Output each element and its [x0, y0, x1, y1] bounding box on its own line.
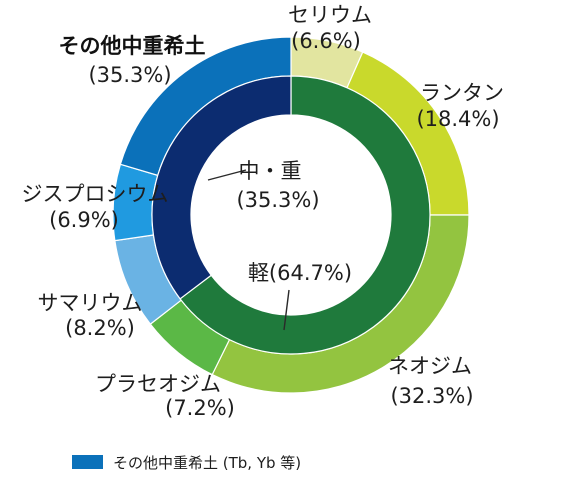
outer-ring-slice-3-value-label: (32.3%): [390, 384, 473, 408]
legend-swatch: [72, 455, 103, 469]
inner-ring-slice-2-name-label: 中・重: [239, 159, 302, 183]
leader-line-medium-heavy: [207, 169, 247, 181]
outer-ring-slice-7-value-label: (35.3%): [88, 63, 171, 87]
outer-ring-slice-7-name-label: その他中重希土: [59, 34, 206, 58]
inner-ring-slice-1-label: 軽(64.7%): [248, 261, 352, 285]
outer-ring-slice-4-name-label: プラセオジム: [95, 372, 221, 396]
legend-label: その他中重希土 (Tb, Yb 等): [113, 453, 302, 472]
outer-ring-slice-2-name-label: ランタン: [420, 81, 504, 105]
outer-ring-slice-5-name-label: サマリウム: [38, 291, 143, 315]
donut-rings: [112, 36, 470, 394]
inner-ring-slice-2-value-label: (35.3%): [236, 188, 319, 212]
outer-ring-slice-1-value-label: (6.6%): [291, 29, 361, 53]
outer-ring-slice-5-value-label: (8.2%): [65, 316, 135, 340]
inner-ring-slice-1: [179, 75, 431, 355]
leader-line-light: [283, 289, 290, 331]
outer-ring-slice-6-name-label: ジスプロシウム: [22, 182, 169, 206]
outer-ring-slice-6-value-label: (6.9%): [49, 208, 119, 232]
outer-ring-slice-3-name-label: ネオジム: [388, 354, 472, 378]
inner-ring-slice-2: [151, 75, 292, 300]
legend: その他中重希土 (Tb, Yb 等): [72, 452, 301, 472]
outer-ring-slice-2-value-label: (18.4%): [416, 107, 499, 131]
slice-labels: セリウム(6.6%) ランタン(18.4%) ネオジム (32.3%) プラセオジム(7…: [22, 3, 505, 420]
outer-ring-slice-1-name-label: セリウム: [288, 3, 372, 27]
outer-ring-slice-4-value-label: (7.2%): [165, 396, 235, 420]
